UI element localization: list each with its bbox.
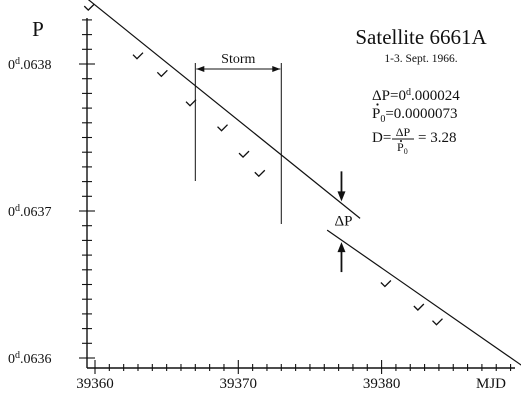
delta-p-sup: d: [406, 87, 411, 98]
fit-lines: [87, 0, 521, 366]
delta-p-lhs: ΔP=: [372, 88, 398, 104]
data-point: [254, 169, 266, 178]
d-numerator: ΔP: [396, 125, 411, 139]
data-point: [185, 99, 197, 107]
delta-arrow-down-head: [337, 191, 346, 202]
x-tick-label: 39380: [363, 376, 401, 392]
x-tick-label: 39360: [76, 376, 114, 392]
y-tick-label-sup: d: [15, 203, 20, 214]
x-axis-label: MJD: [476, 376, 506, 392]
p0-sub: 0: [380, 114, 385, 125]
delta-p-label: ΔP: [334, 214, 352, 230]
data-point: [432, 318, 443, 326]
data-point: [83, 3, 95, 12]
d-den-dot: [400, 140, 402, 142]
p0-rest: =0.0000073: [385, 106, 457, 122]
y-tick-label-rest: .0638: [20, 58, 52, 73]
p0-dot: [376, 103, 379, 106]
axis-ticks: [79, 19, 512, 374]
y-tick-label: 0d.0636: [8, 350, 52, 367]
storm-annotation: Storm: [194, 52, 282, 224]
y-tick-label-sup: d: [15, 350, 20, 361]
y-axis-label: P: [32, 17, 44, 41]
data-point: [380, 280, 392, 288]
y-tick-label: 0d.0638: [8, 56, 52, 73]
storm-arrow-left: [196, 66, 205, 72]
y-tick-label-rest: .0636: [20, 352, 52, 367]
y-tick-label-base: 0: [8, 205, 15, 220]
delta-p-rest: .000024: [411, 88, 460, 104]
d-lhs: D=: [372, 130, 391, 146]
data-point: [156, 69, 168, 78]
fit-line-2: [326, 229, 521, 366]
p0-value: P0=0.0000073: [372, 106, 458, 125]
chart-title: Satellite 6661A: [355, 25, 487, 49]
d-denominator: P0: [397, 140, 408, 156]
y-tick-label-sup: d: [15, 56, 20, 67]
d-den-sub: 0: [404, 147, 408, 156]
d-rhs: = 3.28: [418, 130, 456, 146]
axes: [86, 18, 515, 369]
data-point: [238, 150, 250, 159]
p0-var: P: [372, 106, 380, 122]
delta-p-annotation: ΔP: [334, 171, 352, 273]
y-tick-label-rest: .0637: [20, 205, 52, 220]
y-tick-label: 0d.0637: [8, 203, 52, 220]
data-point: [413, 303, 425, 311]
storm-label: Storm: [221, 52, 255, 67]
delta-p-base: 0: [398, 88, 406, 104]
y-tick-label-base: 0: [8, 352, 15, 367]
chart-subtitle: 1-3. Sept. 1966.: [384, 53, 457, 65]
storm-arrow-right: [272, 66, 281, 72]
data-point: [132, 52, 144, 60]
x-tick-label: 39370: [220, 376, 258, 392]
delta-p-value: ΔP=0d.000024: [372, 87, 460, 104]
delta-arrow-up-head: [337, 242, 346, 253]
data-point: [217, 124, 228, 132]
y-tick-label-base: 0: [8, 58, 15, 73]
fit-line-1: [87, 0, 361, 219]
d-den-var: P: [397, 140, 404, 154]
data-points: [83, 3, 521, 366]
